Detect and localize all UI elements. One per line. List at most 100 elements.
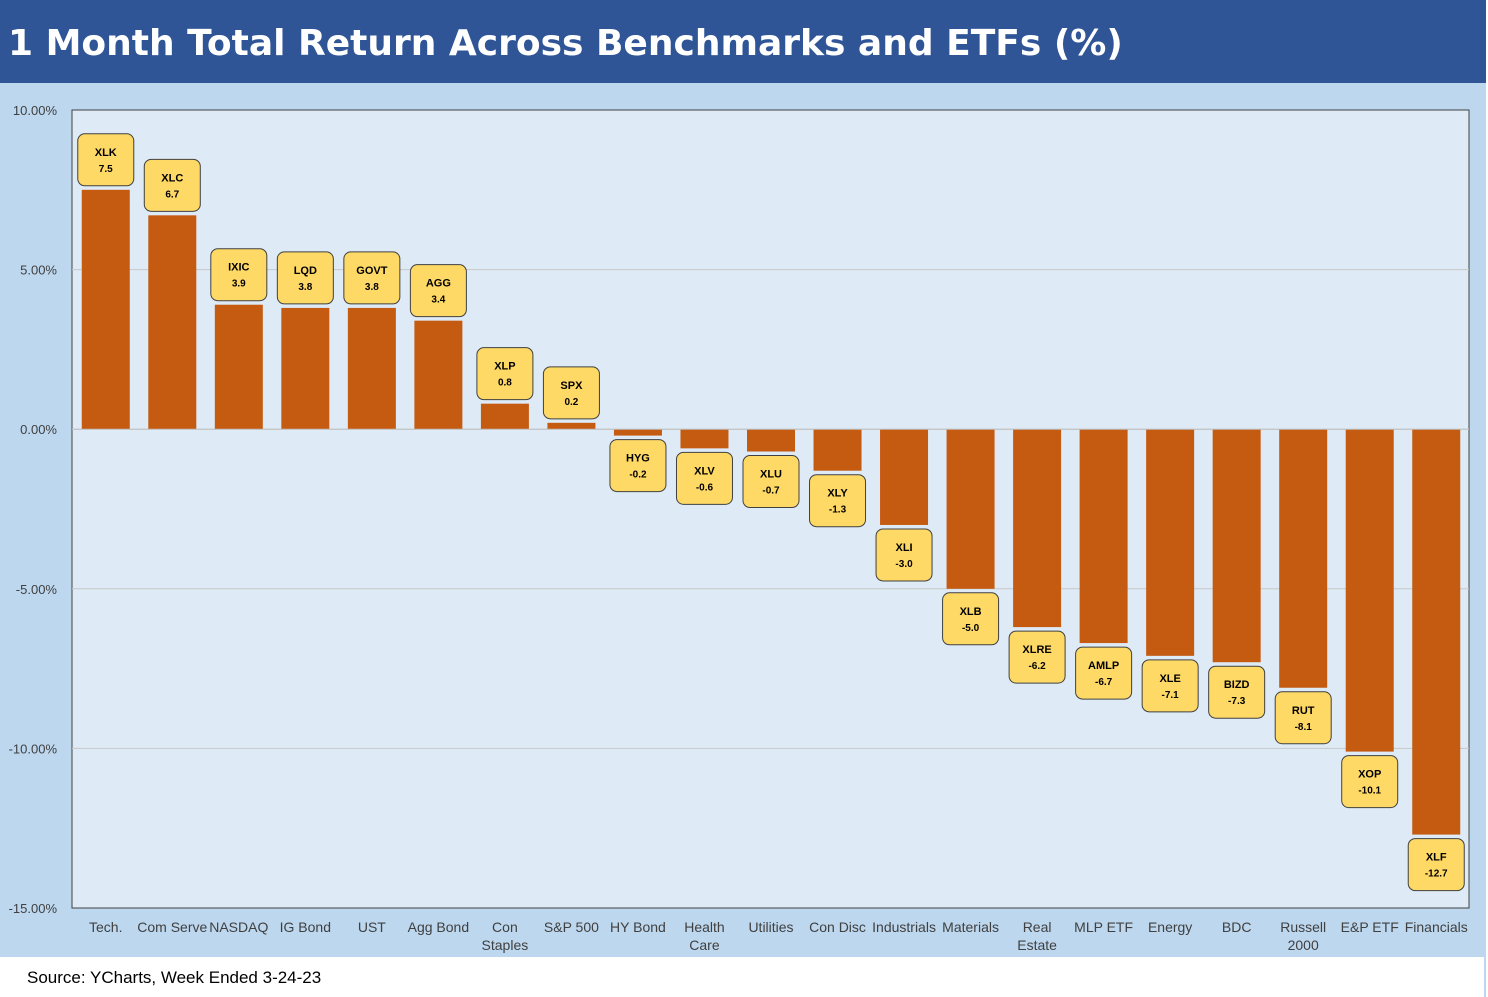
data-label-ticker: XLU	[760, 469, 782, 481]
data-label-value: -6.2	[1028, 661, 1046, 672]
x-tick-label: BDC	[1222, 919, 1252, 935]
data-label-ticker: BIZD	[1224, 679, 1250, 691]
data-label-box	[1008, 630, 1066, 684]
data-label-box	[77, 133, 135, 187]
y-tick-label: 5.00%	[20, 263, 57, 278]
bar	[1412, 429, 1461, 835]
x-tick-label: E&P ETF	[1341, 919, 1399, 935]
data-label-ticker: XLI	[895, 542, 912, 554]
bar	[1212, 429, 1261, 663]
x-tick-label: Utilities	[748, 919, 793, 935]
data-label-box	[942, 592, 1000, 646]
data-label-box	[476, 347, 534, 401]
bar	[946, 429, 995, 589]
bar	[880, 429, 929, 525]
chart-area: 10.00% 5.00% 0.00% -5.00% -10.00% -15.00% XLK 7…	[0, 83, 1486, 957]
x-tick-label: Con	[492, 919, 518, 935]
bar	[1279, 429, 1328, 688]
data-label-value: 6.7	[165, 189, 179, 200]
data-label-ticker: XLC	[161, 172, 183, 184]
data-label-ticker: LQD	[294, 265, 317, 277]
data-label-box	[210, 248, 268, 302]
data-label-value: -7.1	[1162, 690, 1180, 701]
data-label-value: -0.2	[629, 470, 647, 481]
data-label-box	[143, 158, 201, 212]
data-label-ticker: AGG	[426, 278, 451, 290]
x-tick-label: Health	[684, 919, 724, 935]
bar	[214, 304, 263, 430]
data-label-box	[1141, 659, 1199, 713]
data-label-ticker: XLF	[1426, 852, 1447, 864]
x-tick-label: IG Bond	[280, 919, 331, 935]
bar	[480, 403, 529, 430]
data-label-ticker: HYG	[626, 453, 650, 465]
x-tick-label: Materials	[942, 919, 999, 935]
data-label-value: -5.0	[962, 623, 980, 634]
x-tick-label: Staples	[482, 937, 529, 953]
x-tick-label: Con Disc	[809, 919, 866, 935]
x-tick-label: 2000	[1288, 937, 1319, 953]
chart-title: 1 Month Total Return Across Benchmarks a…	[8, 23, 1123, 64]
data-label-value: 3.8	[298, 282, 312, 293]
data-label-box	[1341, 755, 1399, 809]
data-label-value: -0.6	[696, 482, 714, 493]
y-tick-label: -5.00%	[16, 582, 58, 597]
data-label-box	[809, 474, 867, 528]
x-tick-label: Industrials	[872, 919, 936, 935]
data-label-value: -0.7	[762, 486, 780, 497]
data-label-ticker: GOVT	[356, 265, 387, 277]
bar	[680, 429, 729, 449]
bar	[1146, 429, 1195, 656]
x-tick-label: Com Serve	[137, 919, 207, 935]
data-label-box	[409, 264, 467, 318]
data-label-ticker: XLY	[827, 488, 848, 500]
bar	[81, 189, 130, 430]
data-label-ticker: XLE	[1159, 673, 1180, 685]
data-label-box	[1075, 646, 1133, 700]
title-banner: 1 Month Total Return Across Benchmarks a…	[0, 0, 1486, 83]
data-label-box	[609, 439, 667, 493]
data-label-ticker: XLB	[960, 606, 982, 618]
data-label-box	[343, 251, 401, 305]
x-tick-label: Tech.	[89, 919, 122, 935]
data-label-value: 3.4	[431, 295, 445, 306]
bar	[1079, 429, 1128, 644]
bar	[747, 429, 795, 452]
x-tick-label: Financials	[1405, 919, 1468, 935]
x-tick-label: NASDAQ	[209, 919, 268, 935]
data-label-value: -6.7	[1095, 677, 1113, 688]
source-note: Source: YCharts, Week Ended 3-24-23	[27, 968, 322, 987]
y-tick-label: -10.00%	[9, 741, 58, 756]
x-tick-label: Care	[689, 937, 720, 953]
data-label-value: -1.3	[829, 505, 847, 516]
data-label-ticker: SPX	[560, 380, 583, 392]
data-label-box	[542, 366, 600, 420]
data-label-box	[276, 251, 334, 305]
data-label-box	[1407, 838, 1465, 892]
data-label-value: -3.0	[895, 559, 913, 570]
x-tick-label: HY Bond	[610, 919, 666, 935]
x-tick-label: MLP ETF	[1074, 919, 1133, 935]
data-label-value: -10.1	[1358, 786, 1381, 797]
data-label-ticker: XLV	[694, 465, 715, 477]
data-label-value: 0.8	[498, 378, 512, 389]
data-label-ticker: XOP	[1358, 769, 1381, 781]
bar	[1013, 429, 1062, 628]
data-label-ticker: XLK	[95, 147, 117, 159]
data-label-ticker: AMLP	[1088, 660, 1119, 672]
data-label-value: -7.3	[1228, 696, 1246, 707]
bar	[347, 307, 396, 430]
bar	[414, 320, 463, 430]
bar-chart: 10.00% 5.00% 0.00% -5.00% -10.00% -15.00% XLK 7…	[9, 103, 1470, 953]
data-label-box	[1274, 691, 1332, 745]
y-tick-label: 10.00%	[13, 103, 58, 118]
data-label-ticker: XLRE	[1022, 644, 1051, 656]
bar	[1345, 429, 1394, 752]
bar	[547, 422, 596, 430]
x-tick-label: Energy	[1148, 919, 1192, 935]
data-label-box	[742, 455, 800, 509]
data-label-value: 3.8	[365, 282, 379, 293]
data-label-value: -12.7	[1425, 869, 1448, 880]
data-label-ticker: XLP	[494, 361, 515, 373]
x-tick-label: Agg Bond	[408, 919, 470, 935]
